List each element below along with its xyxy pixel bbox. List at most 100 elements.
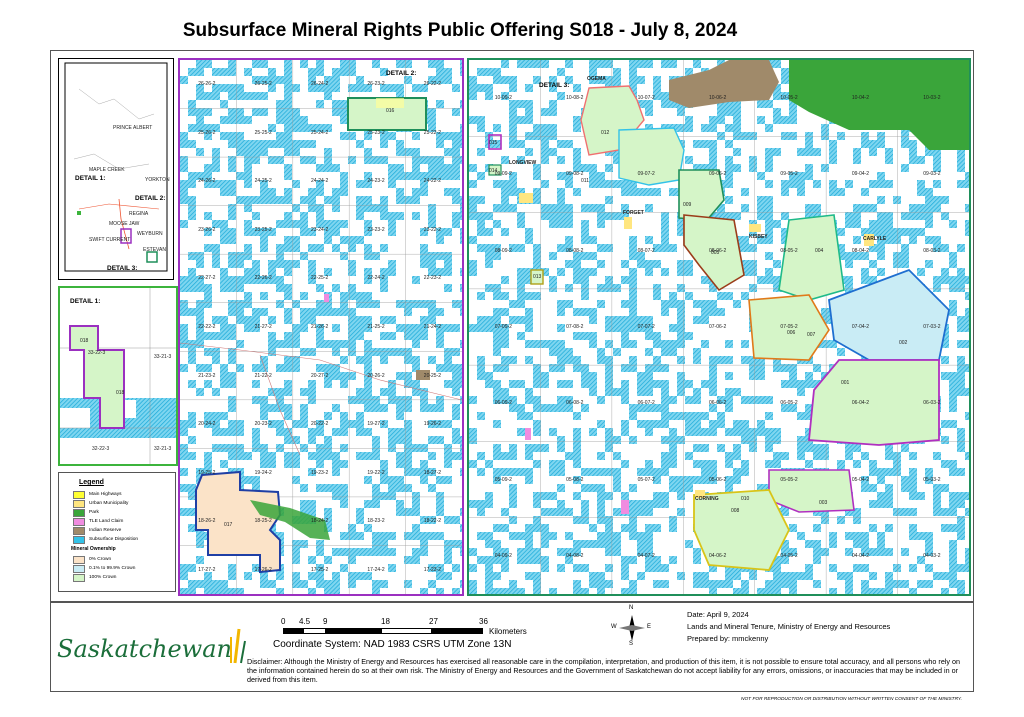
detail2-grid-label: 23-23-2 — [367, 226, 385, 233]
subsurface-disposition-cell — [436, 436, 444, 444]
subsurface-disposition-cell — [260, 364, 268, 372]
subsurface-disposition-cell — [693, 348, 701, 356]
subsurface-disposition-cell — [252, 76, 260, 84]
subsurface-disposition-cell — [436, 76, 444, 84]
subsurface-disposition-cell — [733, 212, 741, 220]
subsurface-disposition-cell — [444, 540, 452, 548]
subsurface-disposition-cell — [276, 220, 284, 228]
subsurface-disposition-cell — [717, 100, 725, 108]
subsurface-disposition-cell — [316, 164, 324, 172]
subsurface-disposition-cell — [276, 532, 284, 540]
subsurface-disposition-cell — [356, 516, 364, 524]
detail3-place-label: CORNING — [695, 496, 719, 502]
subsurface-disposition-cell — [252, 60, 260, 68]
subsurface-disposition-cell — [228, 348, 236, 356]
subsurface-disposition-cell — [661, 348, 669, 356]
subsurface-disposition-cell — [869, 276, 877, 284]
subsurface-disposition-cell — [581, 364, 589, 372]
subsurface-disposition-cell — [629, 236, 637, 244]
subsurface-disposition-cell — [340, 108, 348, 116]
subsurface-disposition-cell — [941, 524, 949, 532]
subsurface-disposition-cell — [533, 124, 541, 132]
subsurface-disposition-cell — [541, 268, 549, 276]
subsurface-disposition-cell — [621, 300, 629, 308]
subsurface-disposition-cell — [589, 316, 597, 324]
subsurface-disposition-cell — [621, 524, 629, 532]
subsurface-disposition-cell — [188, 124, 196, 132]
detail3-grid-label: 09-04-2 — [851, 171, 870, 178]
subsurface-disposition-cell — [236, 252, 244, 260]
subsurface-disposition-cell — [573, 268, 581, 276]
subsurface-disposition-cell — [308, 468, 316, 476]
subsurface-disposition-cell — [589, 164, 597, 172]
subsurface-disposition-cell — [204, 572, 212, 580]
legend-swatch — [73, 555, 85, 564]
subsurface-disposition-cell — [501, 508, 509, 516]
subsurface-disposition-cell — [701, 476, 709, 484]
subsurface-disposition-cell — [493, 468, 501, 476]
subsurface-disposition-cell — [356, 236, 364, 244]
subsurface-disposition-cell — [469, 180, 477, 188]
subsurface-disposition-cell — [677, 300, 685, 308]
subsurface-disposition-cell — [284, 332, 292, 340]
subsurface-disposition-cell — [284, 100, 292, 108]
subsurface-disposition-cell — [284, 284, 292, 292]
subsurface-disposition-cell — [444, 268, 452, 276]
subsurface-disposition-cell — [364, 452, 372, 460]
subsurface-disposition-cell — [469, 76, 477, 84]
subsurface-disposition-cell — [332, 284, 340, 292]
detail2-grid-label: 22-25-2 — [311, 275, 329, 282]
subsurface-disposition-cell — [364, 276, 372, 284]
subsurface-disposition-cell — [364, 292, 372, 300]
subsurface-disposition-cell — [573, 540, 581, 548]
subsurface-disposition-cell — [821, 508, 829, 516]
subsurface-disposition-cell — [276, 132, 284, 140]
subsurface-disposition-cell — [525, 100, 533, 108]
subsurface-disposition-cell — [477, 228, 485, 236]
subsurface-disposition-cell — [933, 484, 941, 492]
subsurface-disposition-cell — [741, 244, 749, 252]
legend-title: Legend — [79, 479, 104, 486]
subsurface-disposition-cell — [781, 212, 789, 220]
subsurface-disposition-cell — [565, 508, 573, 516]
subsurface-disposition-cell — [276, 108, 284, 116]
subsurface-disposition-cell — [525, 132, 533, 140]
detail2-grid-label: 21-26-2 — [311, 324, 329, 330]
subsurface-disposition-cell — [605, 428, 613, 436]
subsurface-disposition-cell — [196, 124, 204, 132]
subsurface-disposition-cell — [493, 444, 501, 452]
subsurface-disposition-cell — [308, 268, 316, 276]
subsurface-disposition-cell — [404, 404, 412, 412]
subsurface-disposition-cell — [525, 532, 533, 540]
subsurface-disposition-cell — [541, 532, 549, 540]
subsurface-disposition-cell — [252, 108, 260, 116]
subsurface-disposition-cell — [957, 372, 965, 380]
subsurface-disposition-cell — [420, 588, 428, 594]
subsurface-disposition-cell — [661, 564, 669, 572]
subsurface-disposition-cell — [533, 380, 541, 388]
subsurface-disposition-cell — [300, 444, 308, 452]
subsurface-disposition-cell — [781, 404, 789, 412]
subsurface-disposition-cell — [573, 580, 581, 588]
detail3-parcel-label: 003 — [819, 500, 828, 506]
subsurface-disposition-cell — [324, 412, 332, 420]
subsurface-disposition-cell — [388, 316, 396, 324]
subsurface-disposition-cell — [196, 556, 204, 564]
subsurface-disposition-cell — [957, 580, 965, 588]
subsurface-disposition-cell — [949, 252, 957, 260]
subsurface-disposition-cell — [477, 508, 485, 516]
detail3-grid-label: 10-06-2 — [709, 95, 727, 102]
subsurface-disposition-cell — [364, 244, 372, 252]
subsurface-disposition-cell — [901, 164, 909, 172]
detail3-grid-label: 06-05-2 — [780, 400, 798, 407]
subsurface-disposition-cell — [332, 76, 340, 84]
detail3-map — [469, 60, 969, 594]
subsurface-disposition-cell — [452, 540, 460, 548]
subsurface-disposition-cell — [797, 148, 805, 156]
subsurface-disposition-cell — [332, 452, 340, 460]
subsurface-disposition-cell — [541, 524, 549, 532]
subsurface-disposition-cell — [228, 212, 236, 220]
subsurface-disposition-cell — [597, 500, 605, 508]
subsurface-disposition-cell — [469, 588, 477, 594]
subsurface-disposition-cell — [412, 196, 420, 204]
